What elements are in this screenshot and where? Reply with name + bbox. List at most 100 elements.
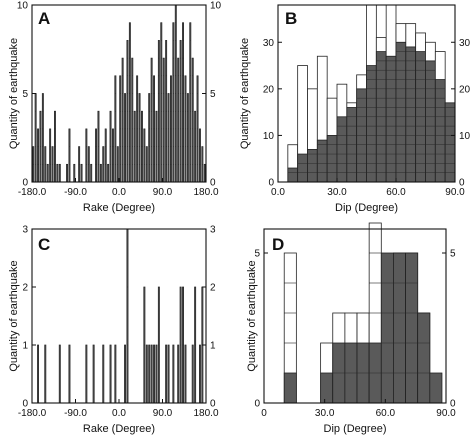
bar-A (143, 128, 146, 183)
xtick-label-D: 90.0 (436, 408, 456, 419)
bar-filled-D (429, 372, 443, 404)
ytick-label-B: 20 (263, 84, 275, 95)
ytick-label-right-C: 2 (210, 283, 216, 294)
bar-C (148, 344, 151, 404)
bar-A (90, 163, 93, 183)
bar-C (145, 344, 148, 404)
bar-A (186, 93, 189, 183)
bar-filled-D (393, 252, 406, 404)
bar-A (58, 163, 61, 183)
ytick-label-right-B: 10 (459, 131, 471, 142)
xtick-label-C: -180.0 (18, 408, 47, 419)
xtick-label-D: 60.0 (376, 408, 396, 419)
bar-C (153, 344, 156, 404)
ytick-label-D: 0 (254, 399, 260, 410)
bar-filled-B (434, 79, 446, 183)
xtick-label-C: 90.0 (153, 408, 173, 419)
ytick-label-B: 30 (263, 38, 275, 49)
bar-C (184, 344, 187, 404)
bar-filled-D (417, 312, 431, 404)
bar-C (68, 344, 71, 404)
ytick-label-D: 5 (254, 249, 260, 260)
xtick-label-A: 180.0 (193, 187, 218, 198)
bar-filled-D (380, 252, 394, 404)
bar-filled-B (425, 60, 436, 183)
bar-A (167, 93, 170, 183)
xtick-label-B: 30.0 (327, 187, 347, 198)
xtick-label-C: 180.0 (193, 408, 218, 419)
bar-A (182, 22, 185, 183)
bar-A (148, 93, 151, 183)
bar-A (66, 163, 69, 183)
xtick-label-C: -90.0 (64, 408, 87, 419)
bar-A (34, 93, 37, 183)
bar-C (126, 228, 129, 404)
bar-C (165, 344, 168, 404)
bar-C (114, 344, 117, 404)
bar-C (124, 344, 127, 404)
panel-label-C: C (38, 235, 50, 254)
yaxis-label-D: Quantity of earthquake (246, 260, 258, 371)
yaxis-label-A: Quantity of earthquake (8, 38, 20, 149)
bar-filled-D (283, 372, 297, 404)
bar-A (189, 22, 192, 183)
bar-C (167, 344, 170, 404)
panel-frame-B (277, 4, 456, 183)
xtick-label-D: 30.0 (315, 408, 335, 419)
bar-filled-B (326, 135, 338, 183)
ytick-label-right-C: 3 (210, 225, 216, 236)
panel-label-A: A (38, 9, 50, 28)
xaxis-label-D: Dip (Degree) (324, 423, 387, 435)
bar-filled-B (395, 41, 407, 183)
bar-filled-B (287, 167, 299, 183)
xtick-label-B: 0.0 (271, 187, 285, 198)
bar-A (49, 128, 52, 183)
xaxis-label-B: Dip (Degree) (335, 202, 398, 214)
bar-C (92, 344, 95, 404)
panel-frame-D (263, 228, 447, 404)
ytick-label-right-D: 5 (450, 249, 456, 260)
bar-A (124, 93, 127, 183)
bar-A (111, 128, 114, 183)
bar-C (172, 344, 175, 404)
bar-filled-B (366, 65, 377, 183)
bar-C (199, 344, 201, 404)
bar-A (128, 22, 131, 183)
bar-A (172, 22, 175, 183)
xaxis-label-C: Rake (Degree) (83, 423, 155, 435)
panel-label-D: D (272, 235, 284, 254)
ytick-label-right-B: 20 (459, 84, 471, 95)
bar-C (44, 344, 47, 404)
bar-A (104, 128, 107, 183)
bar-filled-B (336, 116, 348, 183)
ytick-label-right-A: 5 (210, 89, 216, 100)
ytick-label-right-A: 0 (210, 178, 216, 189)
panel-label-B: B (285, 9, 297, 28)
ytick-label-B: 0 (268, 178, 274, 189)
ytick-label-right-B: 0 (459, 178, 465, 189)
bar-A (46, 163, 49, 183)
ytick-label-right-C: 1 (210, 341, 216, 352)
bar-C (109, 344, 112, 404)
bar-A (68, 128, 71, 183)
ytick-label-A: 0 (22, 178, 28, 189)
ytick-label-right-A: 10 (210, 1, 222, 12)
ytick-label-right-B: 30 (459, 38, 471, 49)
bar-A (99, 163, 102, 183)
xtick-label-A: 90.0 (153, 187, 173, 198)
bar-filled-D (405, 252, 419, 404)
xtick-label-A: -180.0 (18, 187, 47, 198)
bar-A (56, 163, 59, 183)
bar-C (177, 344, 180, 404)
bar-A (73, 163, 76, 183)
bar-A (199, 128, 201, 183)
ytick-label-right-D: 0 (450, 399, 456, 410)
bar-A (131, 57, 134, 183)
bar-C (191, 344, 194, 404)
xaxis-label-A: Rake (Degree) (83, 202, 155, 214)
bar-A (80, 163, 83, 183)
xtick-label-D: 0 (261, 408, 267, 419)
bar-A (41, 93, 44, 183)
bar-A (107, 163, 110, 183)
bar-filled-B (405, 46, 417, 183)
